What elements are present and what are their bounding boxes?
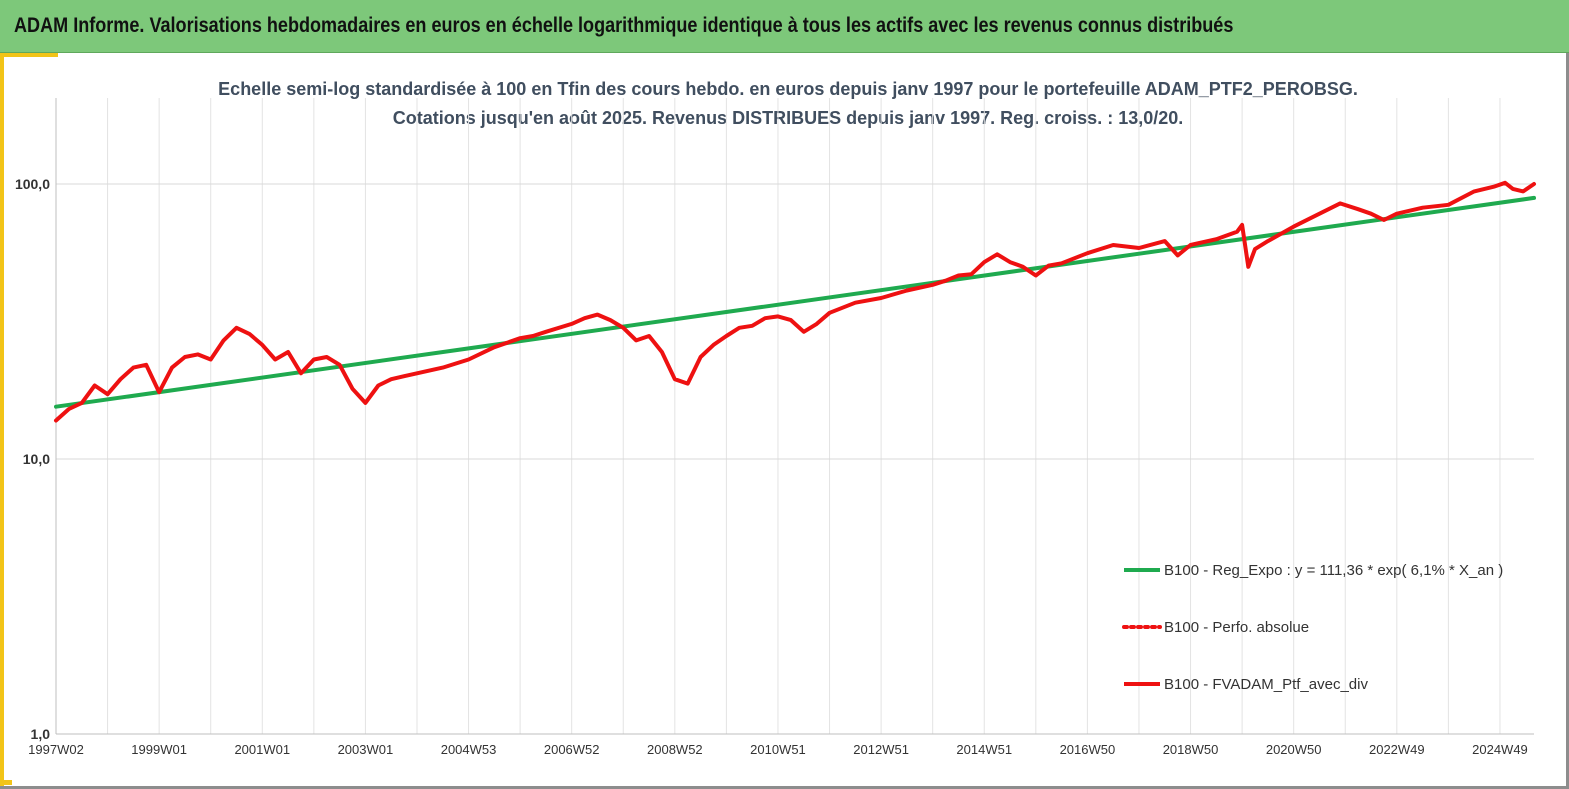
x-tick-label: 2010W51 <box>750 742 806 757</box>
series-line-ptf <box>54 180 1536 423</box>
legend-label-abs: B100 - Perfo. absolue <box>1164 619 1309 636</box>
chart-title: Echelle semi-log standardisée à 100 en T… <box>218 79 1358 99</box>
x-tick-label: 1999W01 <box>131 742 187 757</box>
legend-label-reg: B100 - Reg_Expo : y = 111,36 * exp( 6,1%… <box>1164 562 1503 579</box>
x-tick-label: 2004W53 <box>441 742 497 757</box>
chart-subtitle: Cotations jusqu'en août 2025. Revenus DI… <box>393 108 1184 128</box>
series <box>54 180 1536 423</box>
x-tick-label: 2012W51 <box>853 742 909 757</box>
axes: 1,0 10,0 100,0 1997W02 1999W01 2001W01 2003W01… <box>15 98 1534 757</box>
legend-label-ptf: B100 - FVADAM_Ptf_avec_div <box>1164 676 1368 693</box>
accent-frame-left <box>0 53 4 789</box>
accent-frame-top <box>0 53 58 57</box>
y-tick-label: 1,0 <box>31 726 51 742</box>
x-tick-label: 2003W01 <box>338 742 394 757</box>
x-tick-label: 2020W50 <box>1266 742 1322 757</box>
x-tick-label: 2022W49 <box>1369 742 1425 757</box>
frame-bottom <box>0 786 1569 789</box>
x-tick-label: 1997W02 <box>28 742 84 757</box>
x-tick-label: 2006W52 <box>544 742 600 757</box>
accent-frame-bottom <box>0 780 12 785</box>
x-tick-label: 2024W49 <box>1472 742 1528 757</box>
x-tick-label: 2008W52 <box>647 742 703 757</box>
title-banner: ADAM Informe. Valorisations hebdomadaire… <box>0 0 1569 53</box>
grid <box>55 98 1534 735</box>
x-tick-label: 2016W50 <box>1060 742 1116 757</box>
series-line-reg <box>54 195 1536 409</box>
y-tick-label: 10,0 <box>23 451 50 467</box>
frame-right <box>1566 53 1569 789</box>
legend: B100 - Reg_Expo : y = 111,36 * exp( 6,1%… <box>1122 562 1503 693</box>
x-tick-label: 2014W51 <box>956 742 1012 757</box>
x-tick-label: 2018W50 <box>1163 742 1219 757</box>
x-tick-label: 2001W01 <box>234 742 290 757</box>
y-tick-label: 100,0 <box>15 176 50 192</box>
banner-title: ADAM Informe. Valorisations hebdomadaire… <box>14 14 1234 37</box>
